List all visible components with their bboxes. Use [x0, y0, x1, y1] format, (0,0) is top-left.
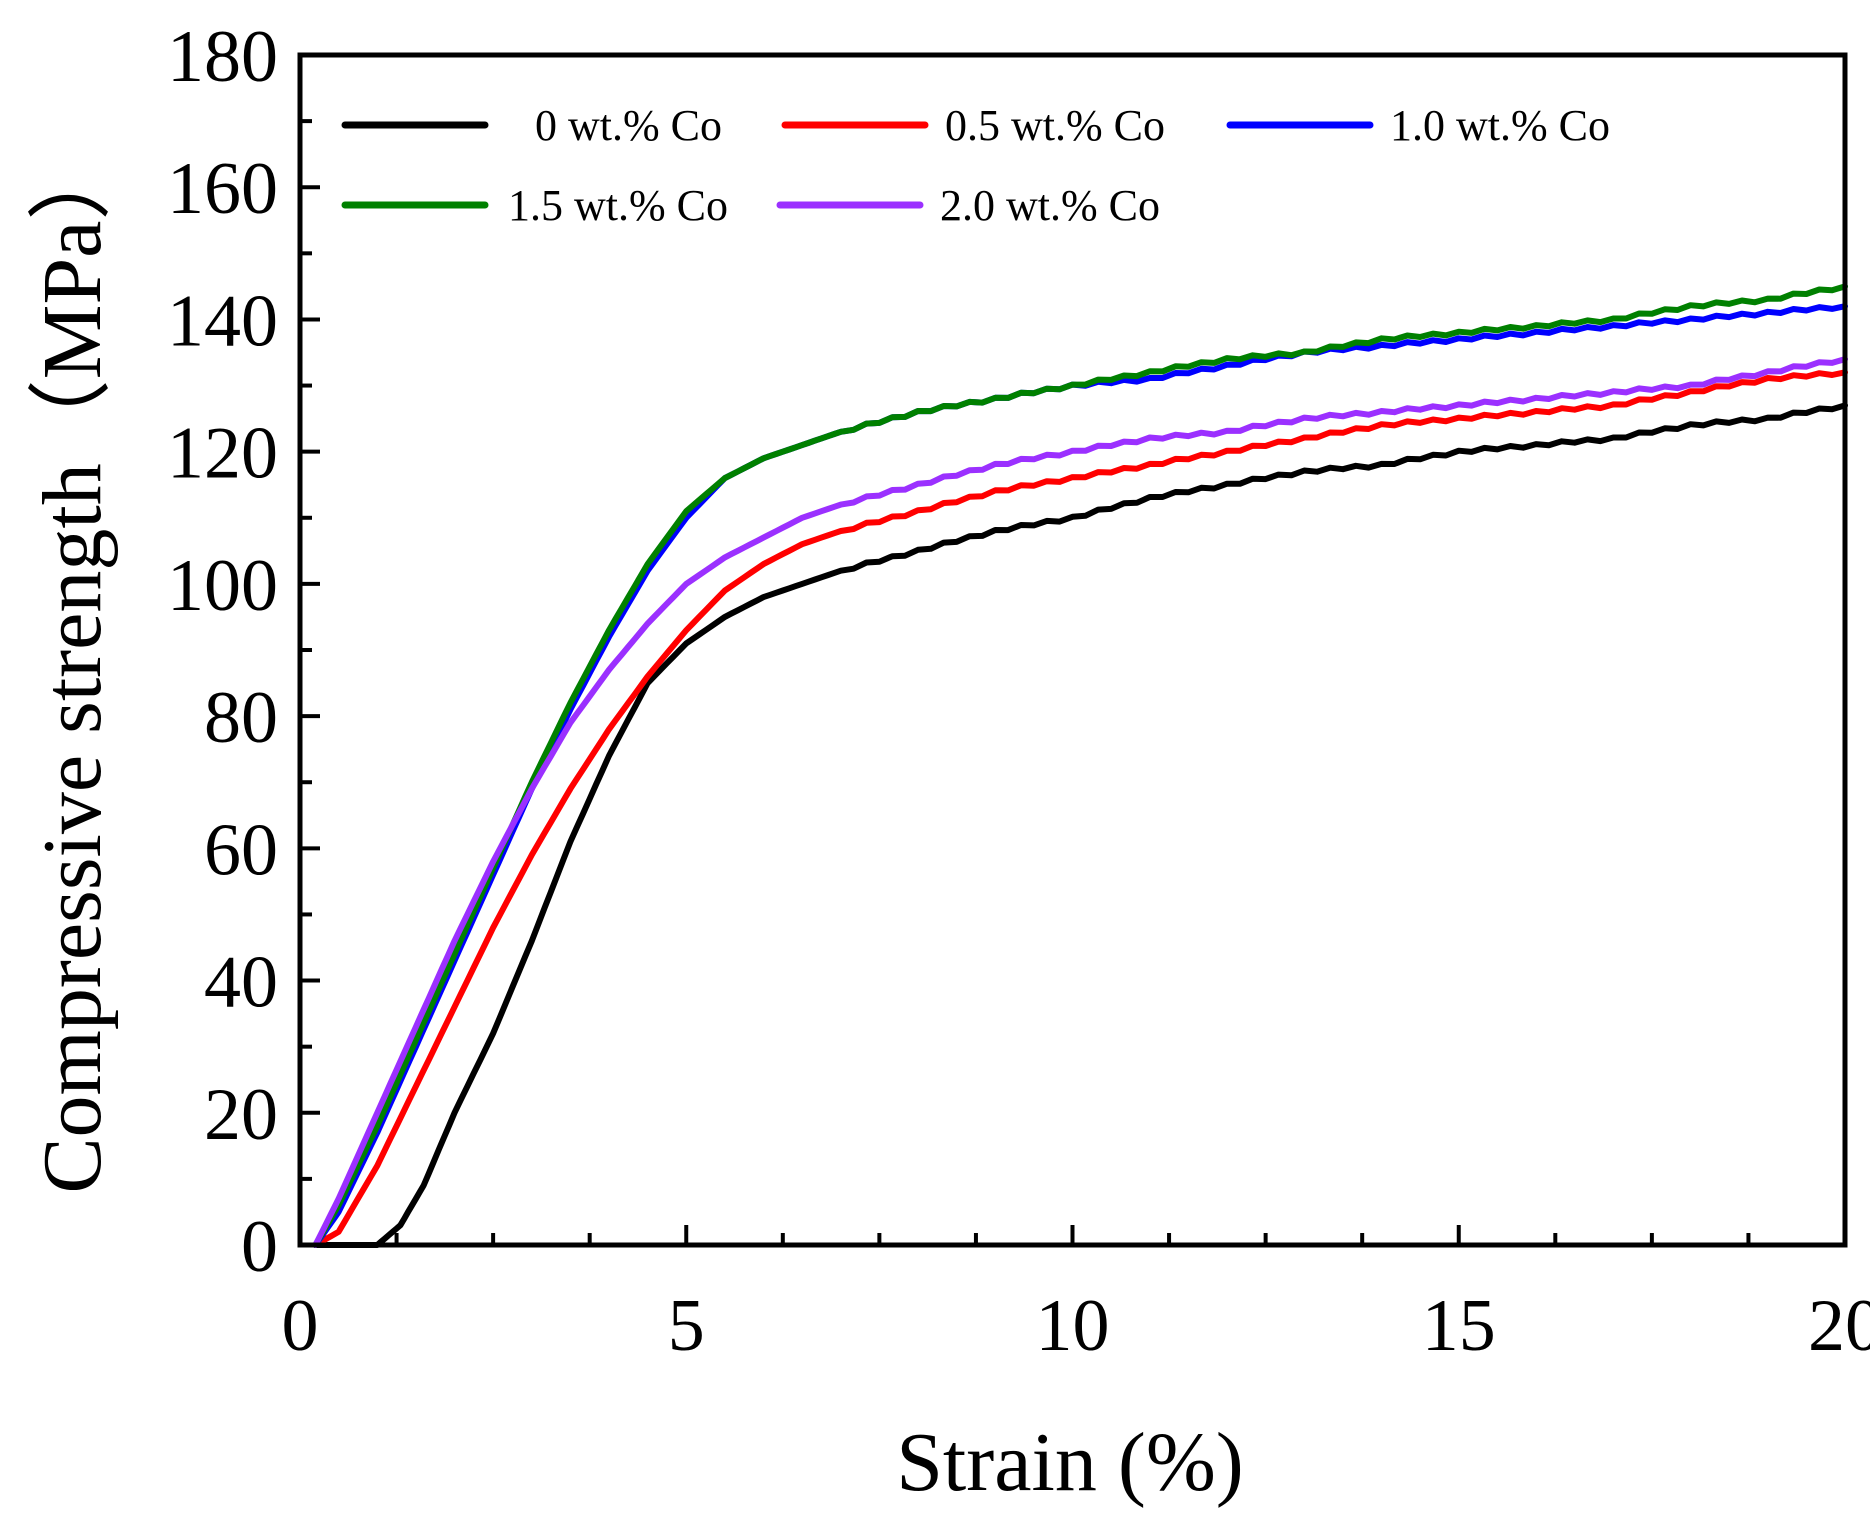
legend-label-3: 1.5 wt.% Co	[508, 181, 728, 230]
legend-label-0: 0 wt.% Co	[535, 101, 722, 150]
x-axis-title: Strain (%)	[896, 1416, 1244, 1509]
series-line-4	[312, 356, 1848, 1248]
y-tick-label: 40	[204, 942, 278, 1024]
legend: 0 wt.% Co 0.5 wt.% Co 1.0 wt.% Co 1.5 wt.% …	[341, 101, 1610, 230]
legend-label-2: 1.0 wt.% Co	[1390, 101, 1610, 150]
series-line-0	[312, 402, 1848, 1248]
x-tick-label: 10	[1036, 1285, 1110, 1367]
plot-frame	[297, 52, 1848, 1248]
legend-label-1: 0.5 wt.% Co	[945, 101, 1165, 150]
x-tick-label: 15	[1422, 1285, 1496, 1367]
y-tick-label: 120	[167, 413, 278, 495]
series-line-3	[312, 283, 1848, 1248]
legend-label-4: 2.0 wt.% Co	[940, 181, 1160, 230]
y-tick-label: 100	[167, 545, 278, 627]
series-line-2	[312, 303, 1848, 1248]
y-tick-label: 60	[204, 809, 278, 891]
x-tick-label: 0	[282, 1285, 319, 1367]
y-tick-label: 140	[167, 280, 278, 362]
series-layer	[312, 283, 1848, 1248]
tick-layer: 0 5 10 15 20 0 20 40 60 80 100 120 140 160 180	[167, 16, 1870, 1367]
series-line-1	[312, 369, 1848, 1248]
y-tick-label: 80	[204, 677, 278, 759]
x-tick-label: 20	[1808, 1285, 1870, 1367]
y-axis-title: Compressive strength（MPa）	[26, 137, 119, 1194]
x-tick-label: 5	[668, 1285, 705, 1367]
y-tick-label: 0	[241, 1206, 278, 1288]
y-tick-label: 20	[204, 1074, 278, 1156]
y-tick-label: 160	[167, 148, 278, 230]
y-tick-label: 180	[167, 16, 278, 98]
